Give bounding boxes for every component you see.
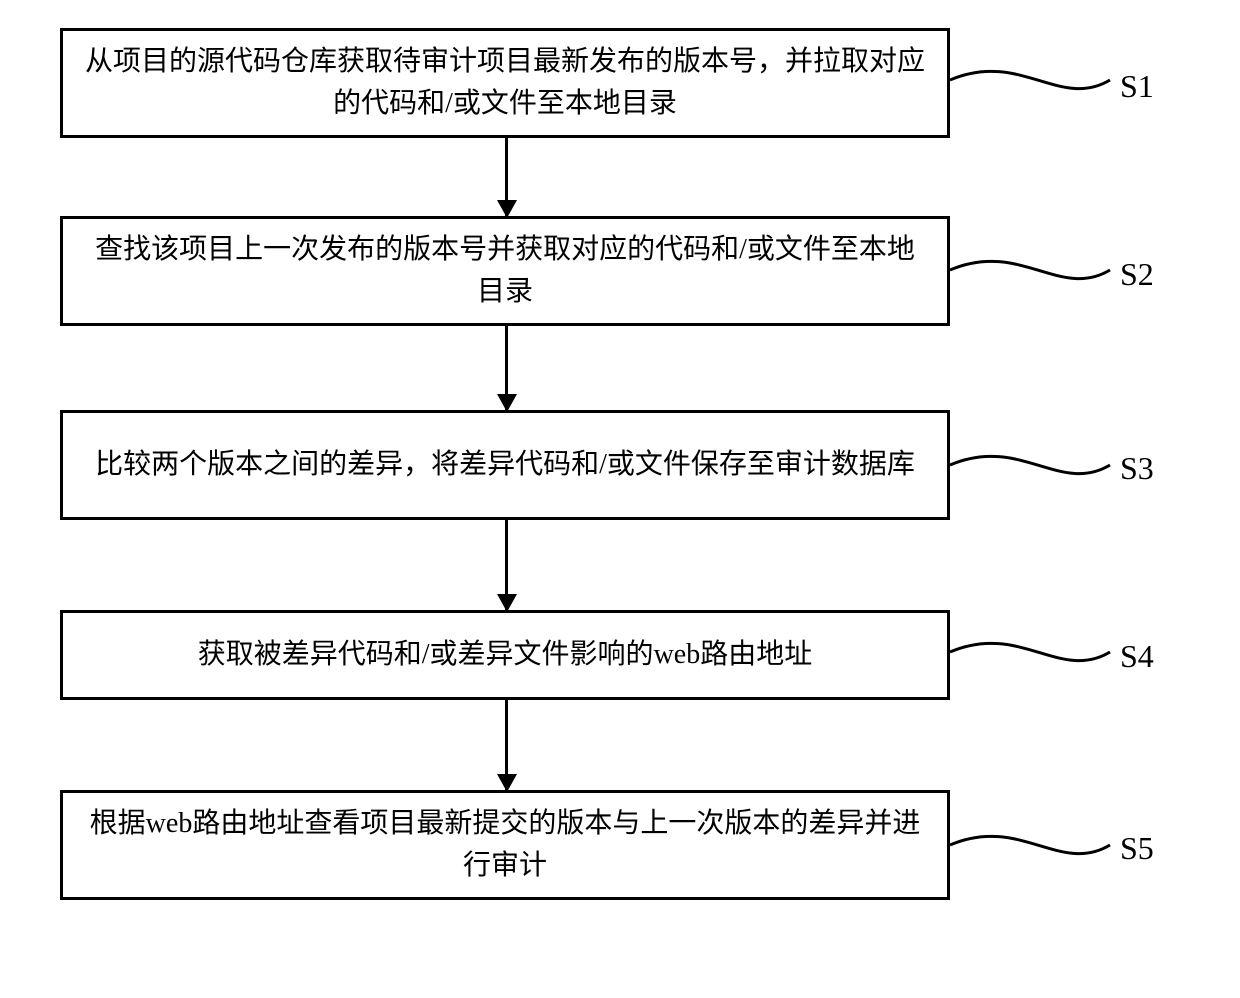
step-label-s1: S1 [1120,68,1154,105]
step-box-s4: 获取被差异代码和/或差异文件影响的web路由地址 [60,610,950,700]
arrow-1 [505,138,508,216]
flowchart-container: 从项目的源代码仓库获取待审计项目最新发布的版本号，并拉取对应的代码和/或文件至本… [20,20,1220,980]
step-text-s5: 根据web路由地址查看项目最新提交的版本与上一次版本的差异并进行审计 [83,803,927,887]
step-label-s4: S4 [1120,638,1154,675]
arrow-4 [505,700,508,790]
step-text-s1: 从项目的源代码仓库获取待审计项目最新发布的版本号，并拉取对应的代码和/或文件至本… [83,41,927,125]
step-label-s5: S5 [1120,830,1154,867]
step-text-s3: 比较两个版本之间的差异，将差异代码和/或文件保存至审计数据库 [95,444,915,486]
arrow-2 [505,326,508,410]
step-box-s5: 根据web路由地址查看项目最新提交的版本与上一次版本的差异并进行审计 [60,790,950,900]
step-box-s3: 比较两个版本之间的差异，将差异代码和/或文件保存至审计数据库 [60,410,950,520]
step-box-s2: 查找该项目上一次发布的版本号并获取对应的代码和/或文件至本地目录 [60,216,950,326]
step-label-s3: S3 [1120,450,1154,487]
arrow-3 [505,520,508,610]
step-text-s4: 获取被差异代码和/或差异文件影响的web路由地址 [198,634,812,676]
step-box-s1: 从项目的源代码仓库获取待审计项目最新发布的版本号，并拉取对应的代码和/或文件至本… [60,28,950,138]
step-label-s2: S2 [1120,256,1154,293]
step-text-s2: 查找该项目上一次发布的版本号并获取对应的代码和/或文件至本地目录 [83,229,927,313]
